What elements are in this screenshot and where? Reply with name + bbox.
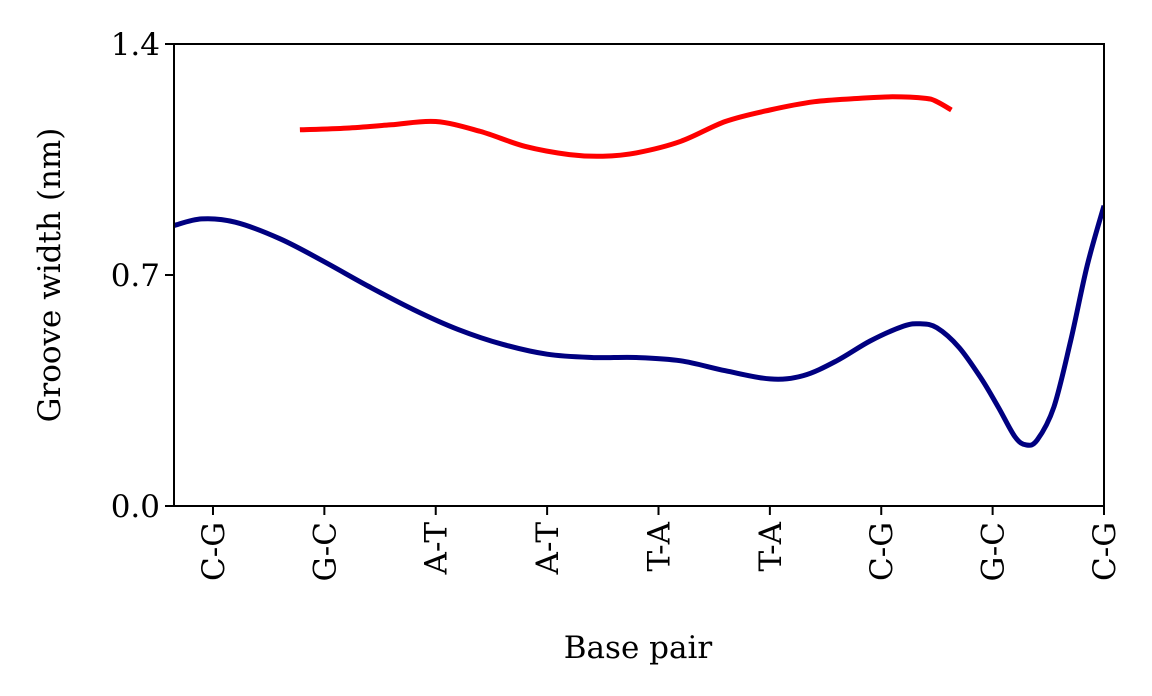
y-tick-label: 1.4 xyxy=(111,27,160,63)
x-tick-label: C-G xyxy=(196,522,232,581)
x-tick-label: A-T xyxy=(530,522,566,576)
x-tick-label: A-T xyxy=(419,522,455,576)
series-line-2 xyxy=(174,205,1104,448)
x-tick-label: T-A xyxy=(753,521,789,571)
axes: 0.0 0.7 1.4 C-G G-C A-T A-T T-A T-A C-G G-C C-G xyxy=(111,27,1123,582)
y-tick-label: 0.0 xyxy=(111,489,160,525)
x-tick-label: G-C xyxy=(976,522,1012,582)
plot-area xyxy=(174,94,1104,448)
x-tick-label: T-A xyxy=(641,521,677,571)
y-tick-label: 0.7 xyxy=(111,258,160,294)
x-tick-label: C-G xyxy=(864,522,900,581)
x-tick-label: G-C xyxy=(307,522,343,582)
series-line-1 xyxy=(299,94,953,159)
x-axis-label: Base pair xyxy=(564,630,713,666)
x-tick-label: C-G xyxy=(1087,522,1123,581)
y-axis-label: Groove width (nm) xyxy=(32,128,68,423)
plot-frame xyxy=(173,43,1105,507)
